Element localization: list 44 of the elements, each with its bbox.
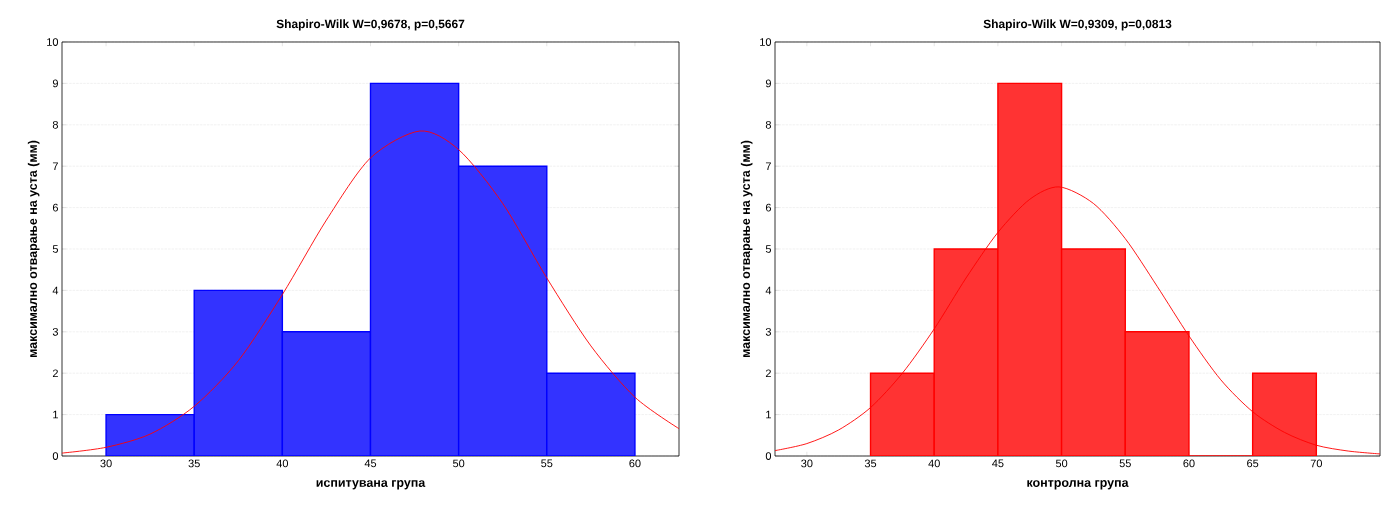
- x-tick-label: 55: [1119, 459, 1131, 468]
- x-tick-label: 50: [1055, 459, 1068, 468]
- y-tick-label: 0: [52, 452, 59, 460]
- x-tick-label: 55: [541, 459, 553, 468]
- y-axis-title: максимално отварање на уста (мм): [740, 140, 753, 358]
- y-tick-label: 1: [766, 410, 771, 419]
- x-tick-label: 30: [801, 459, 813, 468]
- x-tick-label: 70: [1310, 459, 1322, 468]
- y-tick-label: 2: [52, 369, 58, 378]
- y-tick-label: 10: [47, 38, 59, 46]
- y-tick-label: 4: [765, 286, 772, 295]
- y-tick-label: 10: [760, 38, 772, 46]
- chart-title: Shapiro-Wilk W=0,9678, p=0,5667: [276, 19, 465, 31]
- x-tick-label: 30: [100, 459, 112, 468]
- y-tick-label: 7: [52, 162, 58, 170]
- y-tick-label: 6: [52, 203, 58, 212]
- x-tick-label: 40: [928, 459, 940, 468]
- y-tick-label: 4: [52, 286, 59, 295]
- x-tick-label: 50: [452, 459, 465, 468]
- x-tick-label: 45: [364, 459, 377, 468]
- y-tick-label: 3: [52, 327, 58, 336]
- x-axis-title: контролна група: [1027, 480, 1129, 490]
- y-tick-label: 9: [765, 79, 771, 88]
- x-tick-label: 45: [992, 459, 1004, 468]
- chart-title: Shapiro-Wilk W=0,9309, p=0,0813: [983, 19, 1172, 31]
- x-tick-label: 60: [629, 459, 641, 468]
- x-tick-label: 35: [864, 459, 877, 468]
- y-tick-label: 0: [765, 452, 772, 460]
- y-tick-label: 5: [765, 245, 772, 253]
- x-tick-label: 35: [188, 459, 200, 468]
- y-tick-label: 3: [765, 327, 771, 336]
- y-tick-label: 8: [52, 120, 58, 129]
- y-tick-label: 5: [52, 245, 59, 253]
- x-tick-label: 40: [276, 459, 289, 468]
- y-axis-title: максимално отварање на уста (мм): [27, 140, 40, 358]
- y-tick-label: 1: [53, 410, 58, 419]
- x-axis-title: испитувана група: [316, 480, 426, 490]
- x-tick-label: 60: [1183, 459, 1195, 468]
- x-tick-label: 65: [1247, 459, 1259, 468]
- y-tick-label: 7: [765, 162, 771, 170]
- y-tick-label: 6: [765, 203, 771, 212]
- y-tick-label: 9: [52, 79, 58, 88]
- y-tick-label: 8: [765, 120, 771, 129]
- y-tick-label: 2: [765, 369, 771, 378]
